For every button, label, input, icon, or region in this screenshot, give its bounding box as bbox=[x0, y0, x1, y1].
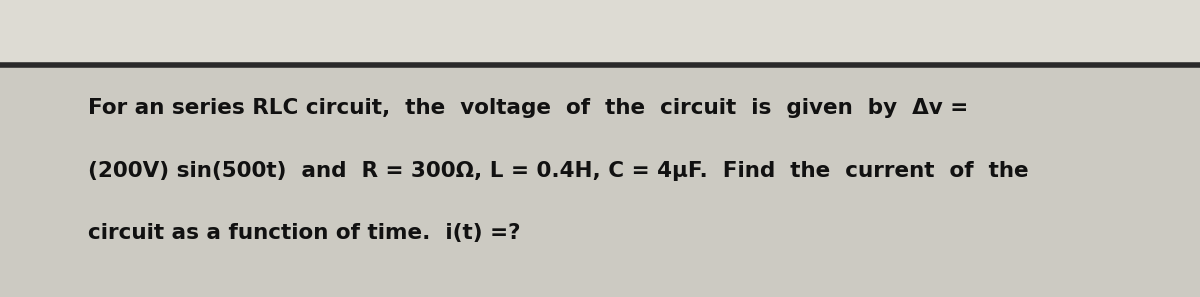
Text: circuit as a function of time.  i(t) =?: circuit as a function of time. i(t) =? bbox=[88, 223, 520, 243]
Text: For an series RLC circuit,  the  voltage  of  the  circuit  is  given  by  Δv =: For an series RLC circuit, the voltage o… bbox=[88, 98, 968, 119]
Text: (200V) sin(500t)  and  R = 300Ω, L = 0.4H, C = 4μF.  Find  the  current  of  the: (200V) sin(500t) and R = 300Ω, L = 0.4H,… bbox=[88, 161, 1028, 181]
Bar bbox=[0, 0, 1200, 65]
